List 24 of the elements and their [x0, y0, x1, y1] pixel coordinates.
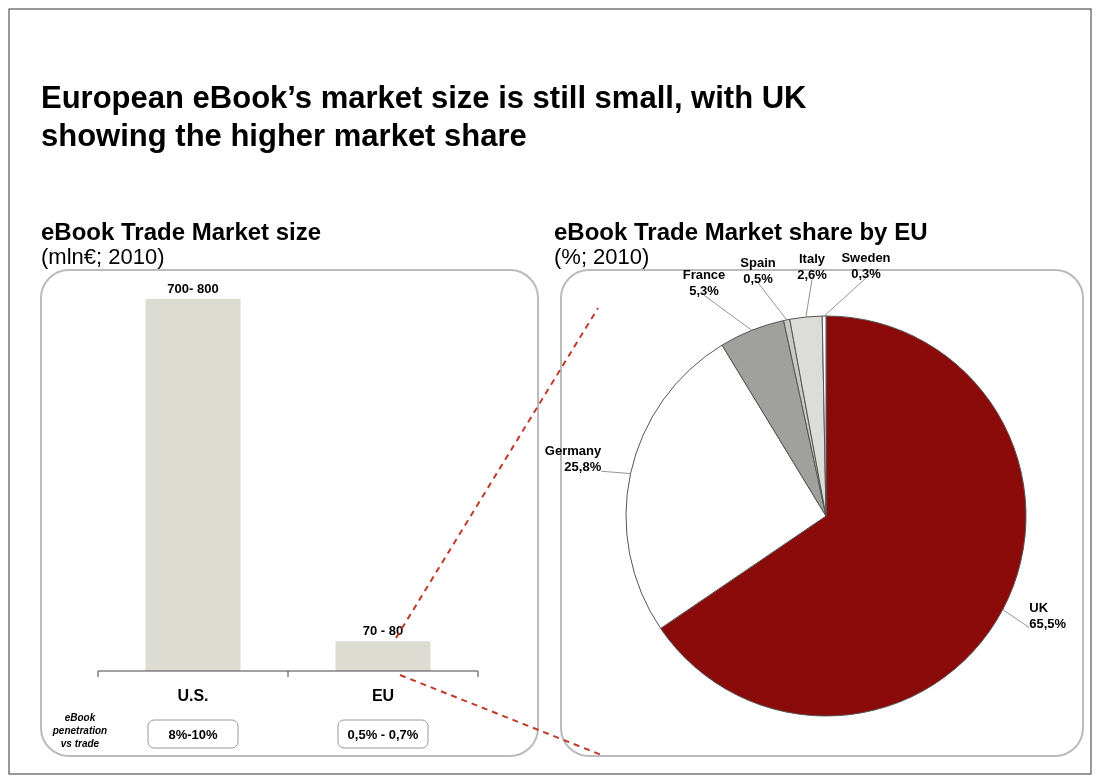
text: 0,5% - 0,7% — [347, 727, 419, 742]
annotation: 70 - 80 — [362, 623, 404, 639]
chart-subtitle: (%; 2010) — [554, 244, 650, 269]
text: European eBook’s market size is still small, with UK showing the higher market share — [41, 80, 808, 153]
text: 8%-10% — [168, 727, 219, 742]
x-tick-label: EU — [371, 687, 395, 704]
annotation: 700- 800 — [167, 281, 219, 296]
data-label: 65,5% — [1029, 615, 1067, 631]
slice-label: Italy — [799, 251, 826, 267]
data-label: 25,8% — [564, 459, 602, 475]
slice-label: UK — [1029, 599, 1049, 615]
slice-label: Sweden — [841, 250, 891, 266]
x-tick-label: U.S. — [177, 687, 209, 704]
data-label: 5,3% — [689, 283, 720, 299]
text: eBook penetration vs trade — [51, 712, 108, 749]
chart-title: eBook Trade Market size — [41, 218, 322, 245]
slice-label: Spain — [740, 254, 776, 270]
slice-label: France — [682, 267, 726, 283]
data-label: 0,3% — [851, 266, 882, 282]
chart-subtitle: (mln€; 2010) — [41, 244, 165, 269]
chart-title: eBook Trade Market share by EU — [554, 218, 928, 245]
slice-label: Germany — [544, 443, 602, 459]
data-label: 0,5% — [743, 270, 774, 286]
data-label: 2,6% — [797, 267, 828, 283]
